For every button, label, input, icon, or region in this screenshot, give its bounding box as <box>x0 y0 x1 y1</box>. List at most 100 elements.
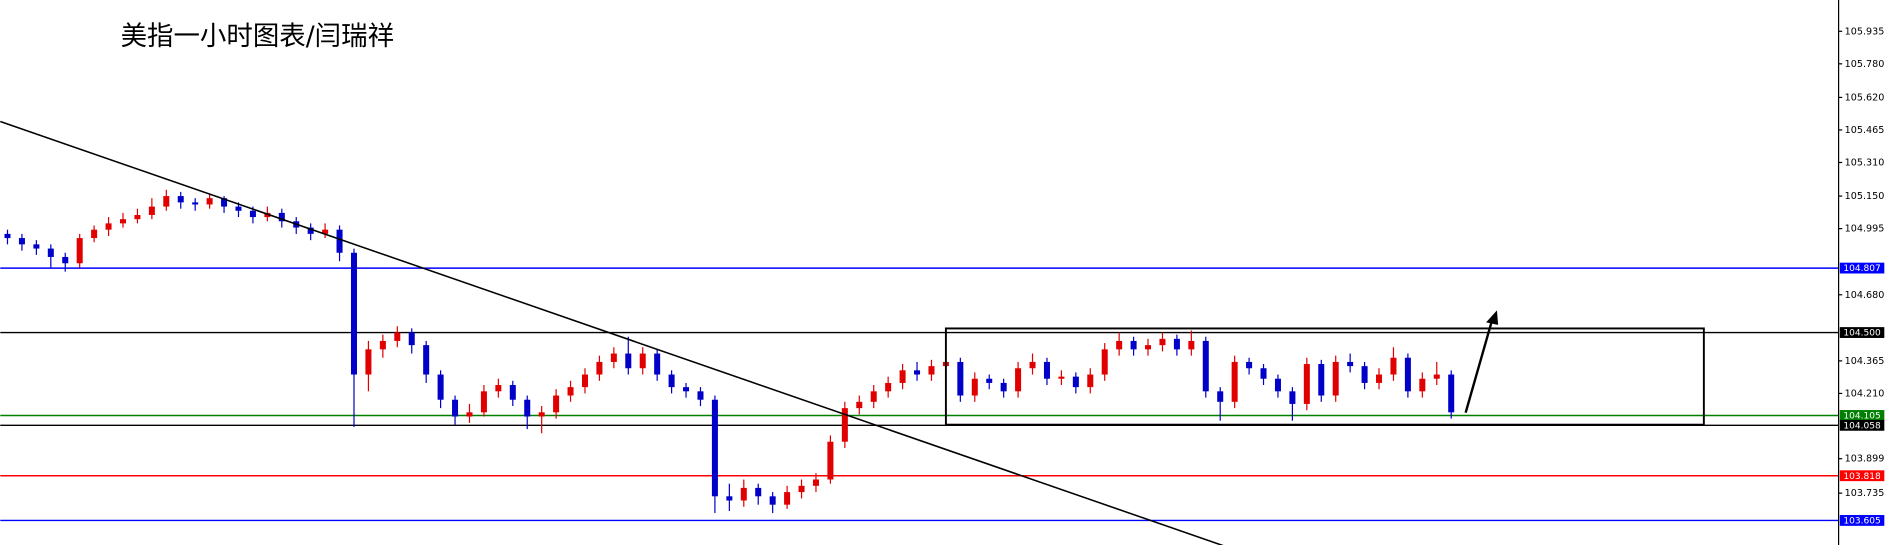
level-label: 103.818 <box>1843 472 1881 482</box>
candle-body <box>784 492 791 505</box>
candle-body <box>856 401 863 409</box>
candle-body <box>769 496 776 505</box>
candle-body <box>336 229 343 253</box>
candle-body <box>350 252 357 375</box>
candle-body <box>408 332 415 346</box>
candle-body <box>307 227 314 234</box>
candle-body <box>1159 338 1166 346</box>
candle-body <box>596 361 603 375</box>
axis: 105.935 105.780 105.620 105.465 105.310 105.1… <box>1838 26 1885 527</box>
candle-body <box>235 206 242 211</box>
candle-body <box>91 229 98 239</box>
candle-body <box>581 374 588 388</box>
candle-body <box>394 332 401 341</box>
candle-body <box>480 391 487 413</box>
candle-body <box>62 256 69 264</box>
candle-body <box>466 412 473 417</box>
level-label: 104.058 <box>1843 421 1881 431</box>
candle-body <box>798 485 805 493</box>
candle-body <box>1332 361 1339 396</box>
candle-body <box>524 399 531 417</box>
candle-body <box>538 412 545 417</box>
candle-body <box>1347 361 1354 367</box>
candle-body <box>221 198 228 207</box>
candle-body <box>841 408 848 442</box>
candle-body <box>76 238 83 264</box>
candle-body <box>1116 340 1123 350</box>
candle-body <box>1202 340 1209 392</box>
chart-title: 美指一小时图表/闫瑞祥 <box>121 21 394 52</box>
y-tick-label: 105.935 <box>1845 26 1885 37</box>
candle-body <box>870 391 877 402</box>
candle-body <box>192 202 199 205</box>
candle-body <box>1260 368 1267 379</box>
candle-body <box>1404 357 1411 392</box>
candle-body <box>495 385 502 392</box>
candle-body <box>827 441 834 480</box>
candle-body <box>668 374 675 388</box>
trend-line <box>0 120 1224 545</box>
candle-body <box>206 198 213 205</box>
level-label: 104.105 <box>1843 412 1880 422</box>
candle-body <box>1433 374 1440 379</box>
candle-body <box>625 353 632 369</box>
level-label: 103.605 <box>1843 517 1880 527</box>
candle-body <box>119 219 126 224</box>
level-label-box <box>1839 470 1885 482</box>
candle-body <box>957 361 964 396</box>
candle-body <box>899 370 906 383</box>
candle-body <box>33 244 40 249</box>
candles <box>4 189 1455 514</box>
candle-body <box>1087 374 1094 388</box>
candle-body <box>1318 364 1325 396</box>
level-label-box <box>1839 262 1885 274</box>
candle-body <box>986 378 993 383</box>
candle-body <box>1058 376 1065 379</box>
candle-body <box>1448 374 1455 413</box>
y-tick-label: 105.780 <box>1845 59 1885 70</box>
levels <box>0 267 1839 522</box>
y-tick-label: 105.150 <box>1845 191 1885 202</box>
candle-body <box>567 387 574 396</box>
candle-body <box>264 212 271 218</box>
candle-body <box>726 496 733 501</box>
y-tick-label: 104.365 <box>1845 356 1885 367</box>
candle-body <box>437 374 444 400</box>
y-tick-label: 105.620 <box>1845 92 1885 103</box>
candle-body <box>1173 338 1180 350</box>
candle-body <box>379 340 386 350</box>
candle-body <box>610 353 617 362</box>
candle-body <box>1015 368 1022 392</box>
y-tick-label: 104.995 <box>1845 224 1885 235</box>
candle-body <box>1289 391 1296 404</box>
candle-body <box>1000 382 1007 392</box>
candle-body <box>1072 376 1079 388</box>
level-label-box <box>1839 515 1885 526</box>
arrow-shaft <box>1464 319 1494 413</box>
candle-body <box>1376 374 1383 383</box>
candle-body <box>914 370 921 375</box>
candle-body <box>278 212 285 222</box>
candle-body <box>1217 391 1224 402</box>
candle-body <box>971 378 978 396</box>
candle-body <box>1231 361 1238 402</box>
candle-body <box>1101 349 1108 375</box>
candle-body <box>1043 361 1050 379</box>
range-box <box>944 327 1705 426</box>
candle-body <box>1361 366 1368 383</box>
candle-body <box>683 387 690 392</box>
candle-body <box>654 353 661 375</box>
candle-body <box>1145 345 1152 350</box>
candle-body <box>553 395 560 413</box>
candle-body <box>1029 361 1036 369</box>
candle-body <box>885 382 892 392</box>
candle-body <box>697 391 704 400</box>
candle-body <box>1303 364 1310 404</box>
candle-body <box>740 487 747 501</box>
candle-body <box>365 349 372 375</box>
candle-body <box>1246 361 1253 369</box>
candle-body <box>1130 340 1137 350</box>
candle-body <box>639 353 646 369</box>
